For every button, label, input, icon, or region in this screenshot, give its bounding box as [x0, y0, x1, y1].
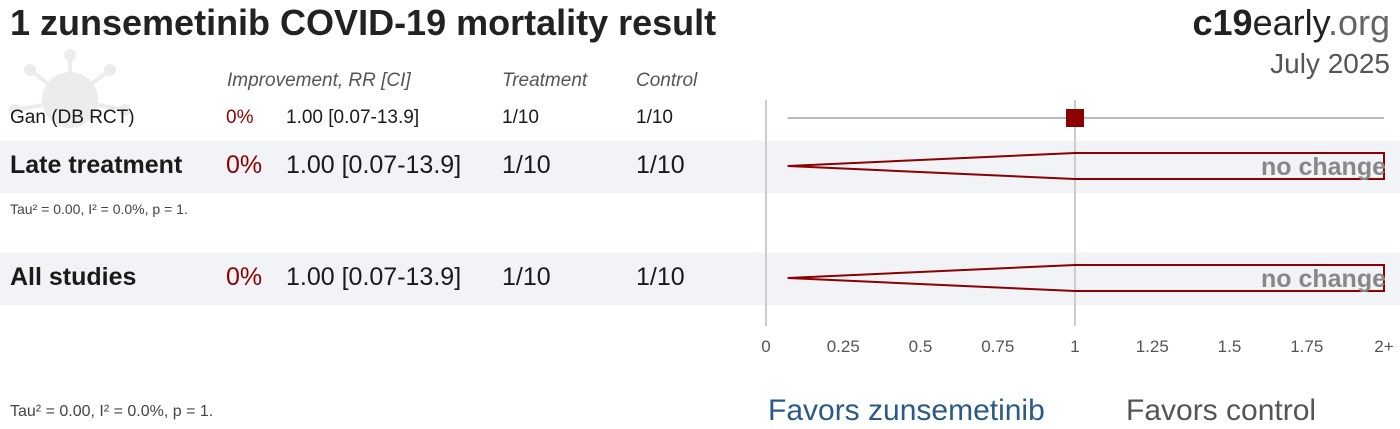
x-tick-label: 1.5	[1218, 337, 1242, 356]
all-studies-band	[0, 253, 1400, 305]
pooled-diamond	[787, 264, 1385, 292]
col-header-improvement: Improvement, RR [CI]	[227, 70, 411, 91]
col-header-treatment: Treatment	[502, 70, 588, 91]
all-studies-improvement: 0%	[226, 263, 263, 291]
late-treatment-stat: Tau² = 0.00, I² = 0.0%, p = 1.	[10, 201, 188, 217]
x-tick-label: 0	[761, 337, 770, 356]
pooled-effect-label: no change	[1261, 265, 1386, 293]
brand-part-tld: .org	[1327, 2, 1390, 43]
chart-title: 1 zunsemetinib COVID-19 mortality result	[10, 2, 717, 43]
pooled-effect-label: no change	[1261, 153, 1386, 181]
late-treatment-rr-ci: 1.00 [0.07-13.9]	[286, 151, 462, 179]
report-date: July 2025	[1270, 48, 1390, 79]
late-treatment-treatment: 1/10	[502, 151, 551, 179]
x-tick-label: 1	[1070, 337, 1079, 356]
brand-part-mid: early	[1252, 2, 1328, 43]
x-tick-label: 0.5	[909, 337, 933, 356]
late-treatment-label: Late treatment	[10, 151, 183, 179]
x-tick-label: 1.25	[1136, 337, 1169, 356]
x-tick-label: 0.25	[827, 337, 860, 356]
footer-stat: Tau² = 0.00, I² = 0.0%, p = 1.	[10, 403, 214, 420]
col-header-control: Control	[636, 70, 698, 91]
site-brand[interactable]: c19early.org	[1193, 2, 1390, 44]
all-studies-rr-ci: 1.00 [0.07-13.9]	[286, 263, 462, 291]
study-point-marker	[1066, 109, 1084, 127]
study-treatment: 1/10	[502, 107, 539, 128]
pooled-diamond	[787, 152, 1385, 180]
all-studies-label: All studies	[10, 263, 137, 291]
study-label[interactable]: Gan (DB RCT)	[10, 107, 135, 128]
late-treatment-band	[0, 141, 1400, 193]
virus-watermark-icon	[9, 49, 131, 128]
favors-control-label: Favors control	[1126, 394, 1317, 427]
x-tick-label: 2+	[1374, 337, 1393, 356]
brand-part-bold: c19	[1192, 2, 1253, 43]
x-tick-label: 1.75	[1290, 337, 1323, 356]
study-control: 1/10	[636, 107, 673, 128]
study-rr-ci: 1.00 [0.07-13.9]	[286, 107, 420, 128]
x-tick-label: 0.75	[981, 337, 1014, 356]
all-studies-control: 1/10	[636, 263, 685, 291]
late-treatment-control: 1/10	[636, 151, 685, 179]
late-treatment-improvement: 0%	[226, 151, 263, 179]
all-studies-treatment: 1/10	[502, 263, 551, 291]
favors-treatment-label: Favors zunsemetinib	[768, 394, 1045, 427]
study-improvement: 0%	[226, 107, 254, 128]
